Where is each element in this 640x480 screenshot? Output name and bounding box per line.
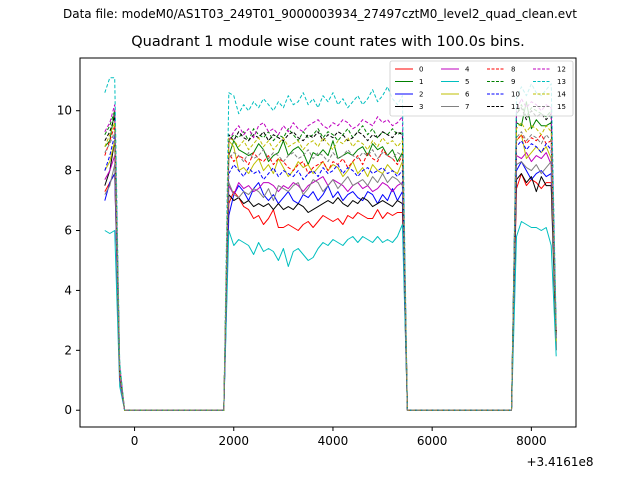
x-tick-label: 2000 — [218, 434, 249, 448]
series-line-8 — [104, 125, 557, 411]
legend-label: 12 — [557, 66, 566, 74]
legend-label: 14 — [557, 91, 566, 99]
x-offset-label: +3.4161e8 — [526, 455, 593, 469]
series-line-7 — [104, 161, 557, 411]
figure-suptitle: Data file: modeM0/AS1T03_249T01_90000039… — [63, 7, 577, 21]
legend-label: 2 — [419, 91, 423, 99]
x-tick-label: 8000 — [516, 434, 547, 448]
series-line-13 — [104, 77, 557, 411]
series-line-11 — [104, 107, 557, 411]
series-lines — [104, 77, 557, 411]
y-tick-label: 0 — [64, 403, 72, 417]
y-tick-label: 2 — [64, 343, 72, 357]
x-tick-label: 6000 — [417, 434, 448, 448]
legend-label: 0 — [419, 66, 423, 74]
series-line-5 — [104, 221, 557, 411]
legend-label: 10 — [511, 91, 520, 99]
series-line-12 — [104, 98, 557, 411]
legend-label: 3 — [419, 103, 423, 111]
series-line-15 — [104, 131, 557, 411]
series-line-0 — [104, 173, 557, 411]
legend-label: 7 — [465, 103, 469, 111]
y-tick-label: 4 — [64, 283, 72, 297]
chart-title: Quadrant 1 module wise count rates with … — [131, 34, 525, 50]
x-tick-label: 4000 — [318, 434, 349, 448]
legend-label: 13 — [557, 78, 566, 86]
y-tick-label: 10 — [57, 104, 72, 118]
legend-label: 1 — [419, 78, 423, 86]
series-line-10 — [104, 134, 557, 411]
legend-label: 11 — [511, 103, 520, 111]
axis-ticks: 0 2000 4000 6000 8000 0 2 4 6 8 10 — [57, 104, 547, 448]
axes-frame — [79, 57, 577, 428]
series-line-6 — [104, 134, 557, 411]
legend-label: 9 — [511, 78, 515, 86]
legend-frame — [389, 60, 574, 117]
series-line-2 — [104, 161, 557, 411]
y-tick-label: 6 — [64, 224, 72, 238]
legend-label: 15 — [557, 103, 566, 111]
series-line-9 — [104, 104, 557, 411]
series-line-1 — [104, 101, 557, 411]
x-tick-label: 0 — [131, 434, 139, 448]
legend-label: 6 — [465, 91, 470, 99]
legend-label: 4 — [465, 66, 470, 74]
legend-label: 8 — [511, 66, 515, 74]
legend-label: 5 — [465, 78, 469, 86]
series-line-3 — [104, 140, 557, 411]
y-tick-label: 8 — [64, 164, 72, 178]
